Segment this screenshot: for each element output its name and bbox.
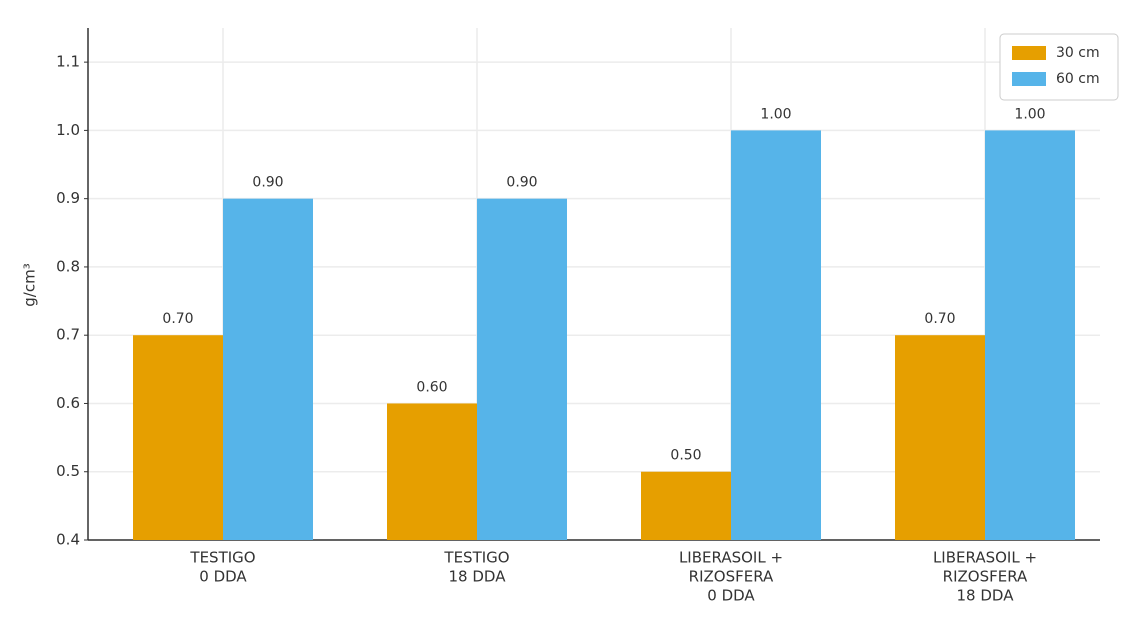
bar bbox=[133, 335, 223, 540]
legend-swatch bbox=[1012, 46, 1046, 60]
bar bbox=[223, 198, 313, 540]
y-tick-label: 0.8 bbox=[56, 257, 80, 275]
legend-label: 30 cm bbox=[1056, 45, 1100, 61]
bar bbox=[895, 335, 985, 540]
x-tick-label: TESTIGO bbox=[189, 549, 255, 567]
value-label: 0.60 bbox=[416, 379, 447, 395]
x-tick-label: TESTIGO bbox=[443, 549, 509, 567]
value-label: 0.90 bbox=[252, 175, 283, 191]
x-tick-label: 18 DDA bbox=[449, 568, 507, 586]
value-label: 0.50 bbox=[670, 448, 701, 464]
legend-box bbox=[999, 33, 1119, 101]
bar bbox=[641, 471, 731, 540]
y-tick-label: 0.6 bbox=[56, 394, 80, 412]
legend-swatch bbox=[1012, 72, 1046, 86]
value-label: 1.00 bbox=[1014, 106, 1045, 122]
x-tick-label: LIBERASOIL + bbox=[933, 549, 1037, 567]
x-tick-label: 0 DDA bbox=[707, 587, 755, 605]
bar bbox=[731, 130, 821, 540]
bar bbox=[985, 130, 1075, 540]
x-tick-label: RIZOSFERA bbox=[689, 568, 774, 586]
x-tick-label: RIZOSFERA bbox=[943, 568, 1028, 586]
x-tick-label: 18 DDA bbox=[957, 587, 1015, 605]
y-tick-label: 0.4 bbox=[56, 531, 80, 549]
y-tick-label: 0.5 bbox=[56, 462, 80, 480]
y-tick-label: 0.9 bbox=[56, 189, 80, 207]
value-label: 0.70 bbox=[924, 311, 955, 327]
value-label: 0.90 bbox=[506, 175, 537, 191]
y-tick-label: 0.7 bbox=[56, 326, 80, 344]
y-tick-label: 1.0 bbox=[56, 121, 80, 139]
y-axis-label: g/cm³ bbox=[21, 263, 39, 306]
legend-label: 60 cm bbox=[1056, 71, 1100, 87]
value-label: 0.70 bbox=[162, 311, 193, 327]
x-tick-label: LIBERASOIL + bbox=[679, 549, 783, 567]
x-tick-label: 0 DDA bbox=[199, 568, 247, 586]
bar bbox=[387, 403, 477, 540]
value-label: 1.00 bbox=[760, 106, 791, 122]
y-tick-label: 1.1 bbox=[56, 53, 80, 71]
bar bbox=[477, 198, 567, 540]
